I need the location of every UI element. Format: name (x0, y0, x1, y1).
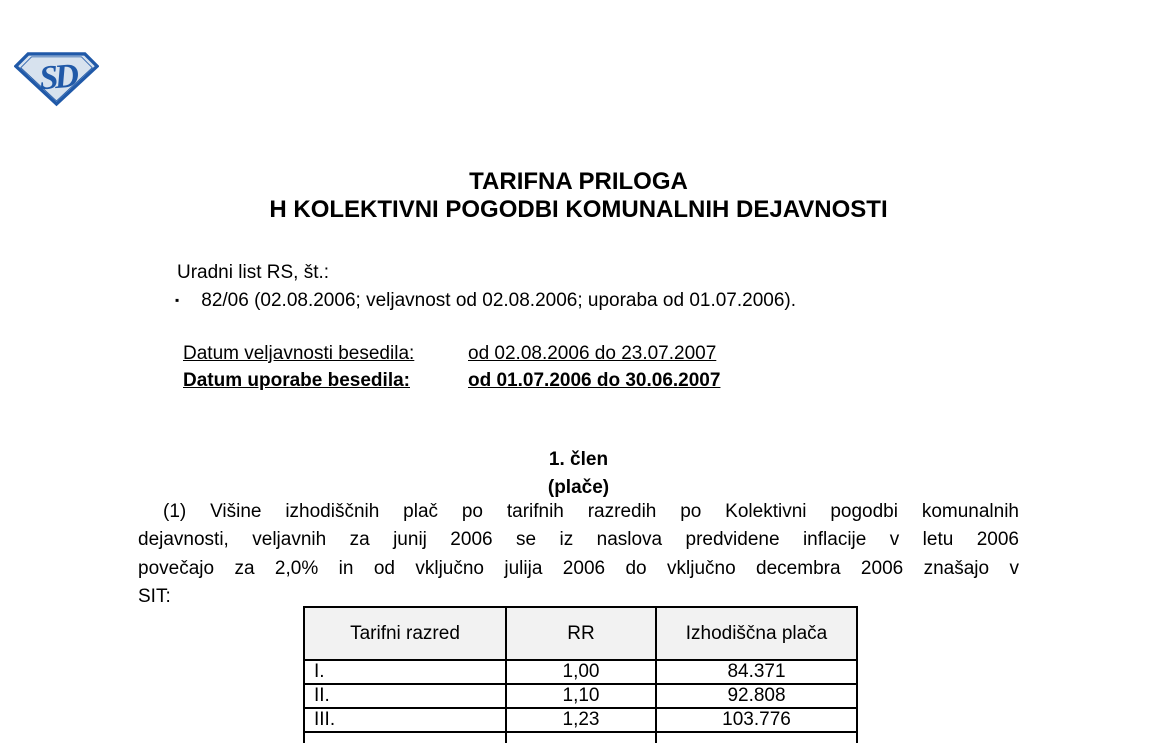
article-heading-block: 1. člen (plače) (0, 446, 1157, 502)
sd-diamond-logo: SD (13, 49, 100, 108)
cell-rr: 1,23 (505, 707, 657, 733)
gazette-label: Uradni list RS, št.: (177, 262, 330, 283)
table-row-partial (303, 731, 858, 743)
bullet-icon: ▪ (175, 293, 180, 307)
validity-label: Datum veljavnosti besedila: (183, 343, 415, 364)
gazette-item-text: 82/06 (02.08.2006; veljavnost od 02.08.2… (201, 290, 797, 311)
sd-diamond-logo-icon: SD (13, 52, 100, 107)
validity-label: Datum uporabe besedila: (183, 369, 410, 391)
table-row: III. 1,23 103.776 (303, 707, 858, 733)
table-row: I. 1,00 84.371 (303, 659, 858, 685)
header-cell-izhodiscna-placa: Izhodiščna plača (655, 606, 858, 661)
validity-value: od 01.07.2006 do 30.06.2007 (468, 369, 721, 391)
paragraph-line: povečajo za 2,0% in od vključno julija 2… (138, 557, 1019, 579)
article-paragraph: (1) Višine izhodiščnih plač po tarifnih … (138, 498, 1019, 612)
validity-value: od 02.08.2006 do 23.07.2007 (468, 343, 717, 364)
paragraph-line: SIT: (138, 586, 171, 608)
logo-letters: SD (38, 57, 80, 97)
cell-razred: II. (303, 683, 507, 709)
cell-razred (303, 731, 507, 743)
validity-row-uporaba: Datum uporabe besedila: od 01.07.2006 do… (183, 368, 720, 395)
article-number: 1. člen (548, 449, 609, 470)
cell-placa: 92.808 (655, 683, 858, 709)
validity-block: Datum veljavnosti besedila: od 02.08.200… (183, 341, 720, 394)
title-line-2: H KOLEKTIVNI POGODBI KOMUNALNIH DEJAVNOS… (269, 196, 888, 223)
cell-placa: 84.371 (655, 659, 858, 685)
cell-rr: 1,00 (505, 659, 657, 685)
cell-razred: III. (303, 707, 507, 733)
cell-rr (505, 731, 657, 743)
title-line-1: TARIFNA PRILOGA (469, 168, 688, 195)
validity-row-veljavnost: Datum veljavnosti besedila: od 02.08.200… (183, 341, 720, 368)
cell-placa (655, 731, 858, 743)
table-header-row: Tarifni razred RR Izhodiščna plača (303, 606, 858, 661)
paragraph-line: (1) Višine izhodiščnih plač po tarifnih … (163, 501, 1019, 522)
cell-razred: I. (303, 659, 507, 685)
table-row: II. 1,10 92.808 (303, 683, 858, 709)
header-cell-tarifni-razred: Tarifni razred (303, 606, 507, 661)
paragraph-line: dejavnosti, veljavnih za junij 2006 se i… (138, 529, 1019, 551)
salary-table: Tarifni razred RR Izhodiščna plača I. 1,… (303, 606, 858, 743)
article-subtitle: (plače) (547, 477, 610, 498)
cell-rr: 1,10 (505, 683, 657, 709)
header-cell-rr: RR (505, 606, 657, 661)
document-title: TARIFNA PRILOGA H KOLEKTIVNI POGODBI KOM… (0, 168, 1157, 224)
gazette-list-item: ▪ 82/06 (02.08.2006; veljavnost od 02.08… (175, 289, 796, 312)
cell-placa: 103.776 (655, 707, 858, 733)
